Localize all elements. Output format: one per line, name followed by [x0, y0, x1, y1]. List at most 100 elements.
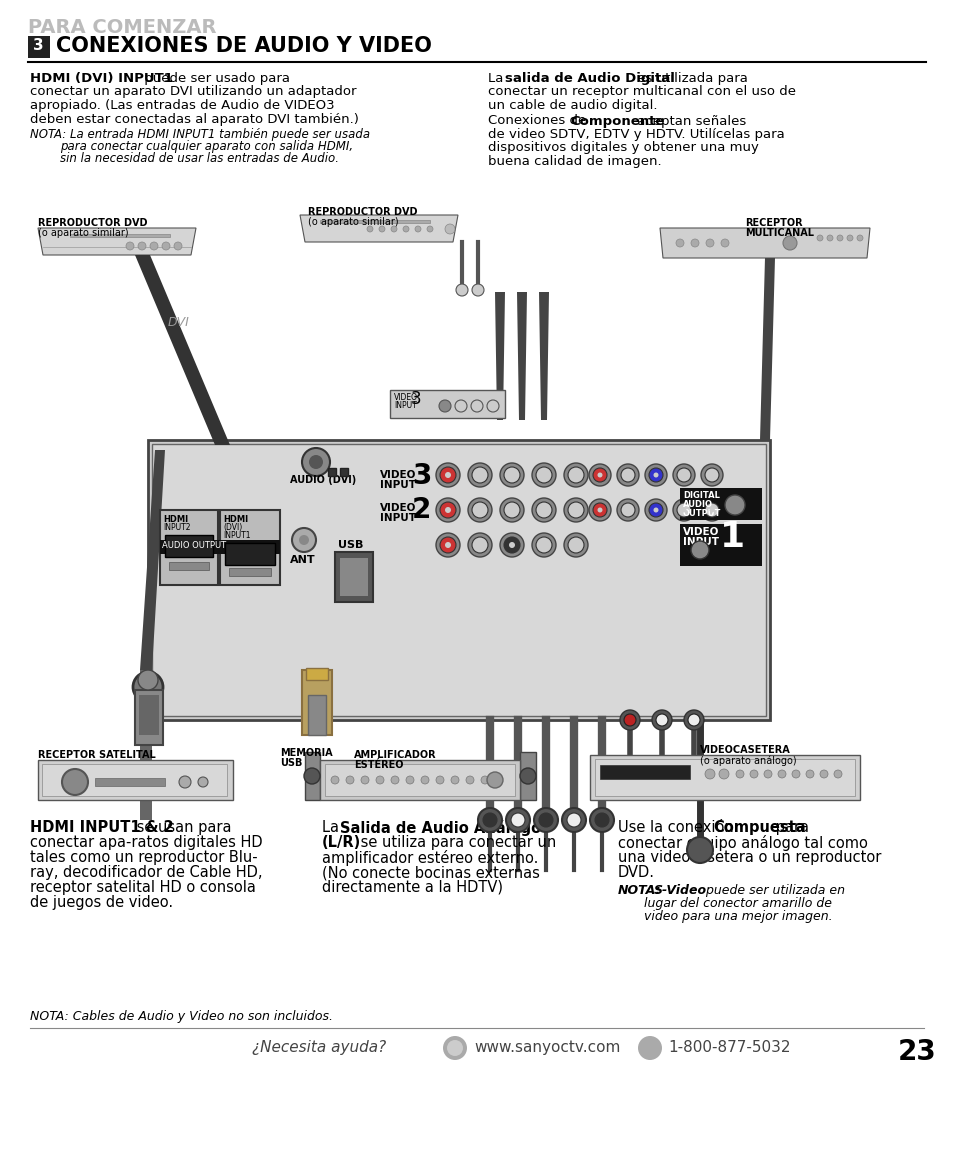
Text: CONEXIONES DE AUDIO Y VIDEO: CONEXIONES DE AUDIO Y VIDEO — [56, 36, 432, 56]
Circle shape — [505, 808, 530, 832]
Polygon shape — [135, 255, 230, 445]
Text: INPUT: INPUT — [394, 401, 416, 410]
Text: buena calidad de imagen.: buena calidad de imagen. — [488, 155, 661, 168]
Text: HDMI: HDMI — [178, 773, 208, 783]
Circle shape — [532, 498, 556, 522]
Bar — [169, 562, 209, 570]
Bar — [679, 524, 761, 566]
Circle shape — [719, 770, 728, 779]
Circle shape — [451, 777, 458, 783]
Circle shape — [468, 462, 492, 487]
Circle shape — [805, 770, 813, 778]
Circle shape — [653, 473, 658, 478]
Circle shape — [791, 770, 800, 778]
Circle shape — [436, 462, 459, 487]
Circle shape — [651, 710, 671, 730]
Circle shape — [511, 812, 524, 828]
Text: 1-800-877-5032: 1-800-877-5032 — [667, 1040, 790, 1055]
Circle shape — [617, 464, 639, 486]
Circle shape — [705, 239, 713, 247]
Circle shape — [540, 472, 546, 478]
Circle shape — [436, 777, 443, 783]
Circle shape — [444, 472, 451, 478]
Circle shape — [836, 235, 842, 241]
Circle shape — [519, 768, 536, 783]
Text: Componente: Componente — [569, 115, 663, 127]
Text: VIDEO: VIDEO — [394, 393, 417, 402]
Circle shape — [444, 542, 451, 548]
Circle shape — [472, 467, 488, 483]
Circle shape — [566, 812, 580, 828]
Text: puede ser usado para: puede ser usado para — [140, 72, 290, 85]
Text: (o aparato análogo): (o aparato análogo) — [700, 755, 796, 765]
Circle shape — [439, 537, 456, 553]
Text: dispositivos digitales y obtener una muy: dispositivos digitales y obtener una muy — [488, 141, 758, 154]
Circle shape — [820, 770, 827, 778]
Bar — [390, 389, 504, 418]
Text: NOTA: La entrada HDMI INPUT1 también puede ser usada: NOTA: La entrada HDMI INPUT1 también pue… — [30, 127, 370, 141]
Circle shape — [709, 508, 714, 512]
Circle shape — [480, 777, 489, 783]
Text: RECEPTOR SATELITAL: RECEPTOR SATELITAL — [38, 750, 155, 760]
Circle shape — [534, 808, 558, 832]
Text: MEMORIA: MEMORIA — [280, 748, 333, 758]
Circle shape — [456, 284, 468, 296]
Bar — [135, 690, 163, 745]
Circle shape — [686, 837, 712, 863]
Text: salida de Audio Digital: salida de Audio Digital — [504, 72, 674, 85]
Text: INPUT2: INPUT2 — [163, 523, 191, 532]
Bar — [599, 765, 689, 779]
Circle shape — [778, 770, 785, 778]
Circle shape — [672, 464, 695, 486]
Circle shape — [438, 400, 451, 411]
Text: REPRODUCTOR DVD: REPRODUCTOR DVD — [38, 218, 148, 228]
Circle shape — [644, 464, 666, 486]
Text: AMPLIFICADOR: AMPLIFICADOR — [354, 750, 436, 760]
Circle shape — [749, 770, 758, 778]
Circle shape — [476, 542, 482, 548]
Text: Salida de Audio Análogo: Salida de Audio Análogo — [339, 821, 540, 836]
Text: Compuesta: Compuesta — [712, 821, 804, 834]
Bar — [160, 540, 280, 554]
Text: NOTA:: NOTA: — [618, 884, 660, 897]
Circle shape — [816, 235, 822, 241]
Circle shape — [198, 777, 208, 787]
Circle shape — [653, 508, 658, 512]
Circle shape — [391, 226, 396, 232]
Text: (No conecte bocinas externas: (No conecte bocinas externas — [322, 865, 539, 880]
Text: de juegos de video.: de juegos de video. — [30, 895, 172, 910]
Circle shape — [680, 473, 686, 478]
Circle shape — [298, 535, 309, 545]
Text: conectar un aparato DVI utilizando un adaptador: conectar un aparato DVI utilizando un ad… — [30, 86, 356, 99]
Circle shape — [486, 772, 502, 788]
Circle shape — [573, 506, 578, 513]
Circle shape — [677, 468, 690, 482]
Text: 3: 3 — [33, 38, 44, 53]
Circle shape — [704, 770, 714, 779]
Circle shape — [680, 508, 686, 512]
Bar — [302, 670, 332, 735]
Circle shape — [833, 770, 841, 778]
Text: (o aparato similar): (o aparato similar) — [308, 217, 398, 227]
Bar — [339, 468, 348, 476]
Circle shape — [439, 502, 456, 518]
Circle shape — [465, 777, 474, 783]
Circle shape — [150, 242, 158, 250]
Polygon shape — [519, 752, 536, 800]
Bar — [595, 759, 854, 796]
Text: conectar apa-ratos digitales HD: conectar apa-ratos digitales HD — [30, 834, 262, 850]
Text: La: La — [322, 821, 343, 834]
Circle shape — [589, 808, 614, 832]
Text: conectar equipo análogo tal como: conectar equipo análogo tal como — [618, 834, 867, 851]
Circle shape — [677, 503, 690, 517]
Circle shape — [62, 770, 88, 795]
Text: para: para — [770, 821, 808, 834]
Bar — [328, 468, 335, 476]
Circle shape — [700, 464, 722, 486]
Circle shape — [561, 808, 585, 832]
Circle shape — [567, 537, 583, 553]
Circle shape — [540, 506, 546, 513]
Bar — [308, 695, 326, 735]
Text: sin la necesidad de usar las entradas de Audio.: sin la necesidad de usar las entradas de… — [60, 152, 338, 165]
Bar — [160, 510, 218, 585]
